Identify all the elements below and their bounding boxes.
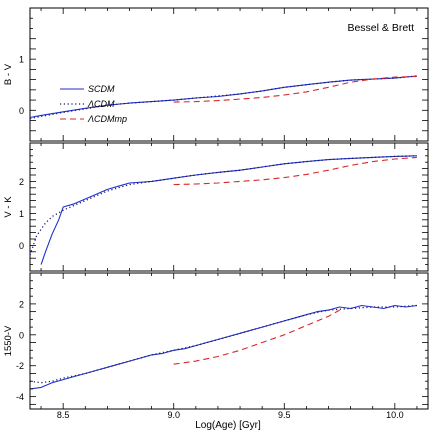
y-axis-label-bottom: 1550-V: [3, 325, 14, 356]
y-tick-label: 0: [19, 106, 24, 116]
panel-frame-bottom: [29, 272, 429, 410]
y-axis-label-middle: V - K: [3, 196, 14, 218]
legend-label-lcdm: ΛCDM: [87, 99, 115, 109]
legend-label-scdm: SCDM: [88, 84, 115, 94]
series-lcdmmp-bottom: [173, 309, 340, 365]
panel-frames: [29, 7, 429, 410]
x-tick-label: 9.0: [167, 410, 180, 420]
y-axis-label-top: B - V: [3, 63, 14, 85]
series-lcdm-top: [29, 75, 417, 120]
tick-layer: [30, 7, 428, 409]
series-scdm-top: [29, 75, 417, 119]
series-scdm-middle: [40, 155, 417, 265]
y-tick-label: 0: [19, 241, 24, 251]
x-tick-label: 9.5: [278, 410, 291, 420]
x-axis-label: Log(Age) [Gyr]: [195, 420, 261, 431]
y-tick-label: 2: [19, 177, 24, 187]
series-lcdmmp-middle: [173, 156, 417, 186]
panel-frame-middle: [29, 142, 429, 272]
series-lcdmmp-top: [173, 75, 417, 103]
annotation-label: Bessel & Brett: [347, 22, 414, 34]
y-tick-label: -2: [16, 361, 24, 371]
legend-label-lcdmmp: ΛCDMmp: [87, 114, 127, 124]
legend: SCDM ΛCDM ΛCDMmp: [60, 84, 127, 124]
label-layer: B - V 0 1 V - K 0 1 2 1550-V -4 -2 0 2 8.5 9.0 9.5 10.0: [3, 55, 404, 420]
y-tick-label: 2: [19, 299, 24, 309]
y-tick-label: 1: [19, 55, 24, 65]
y-tick-label: 1: [19, 209, 24, 219]
series-lcdm-middle: [29, 155, 417, 256]
series-lcdm-bottom: [29, 304, 417, 384]
x-tick-label: 8.5: [57, 410, 70, 420]
series-scdm-bottom: [29, 304, 417, 390]
x-tick-label: 10.0: [386, 410, 404, 420]
panel-frame-top: [29, 7, 429, 142]
y-tick-label: 0: [19, 330, 24, 340]
y-tick-label: -4: [16, 392, 24, 402]
series-layer: [29, 75, 417, 390]
